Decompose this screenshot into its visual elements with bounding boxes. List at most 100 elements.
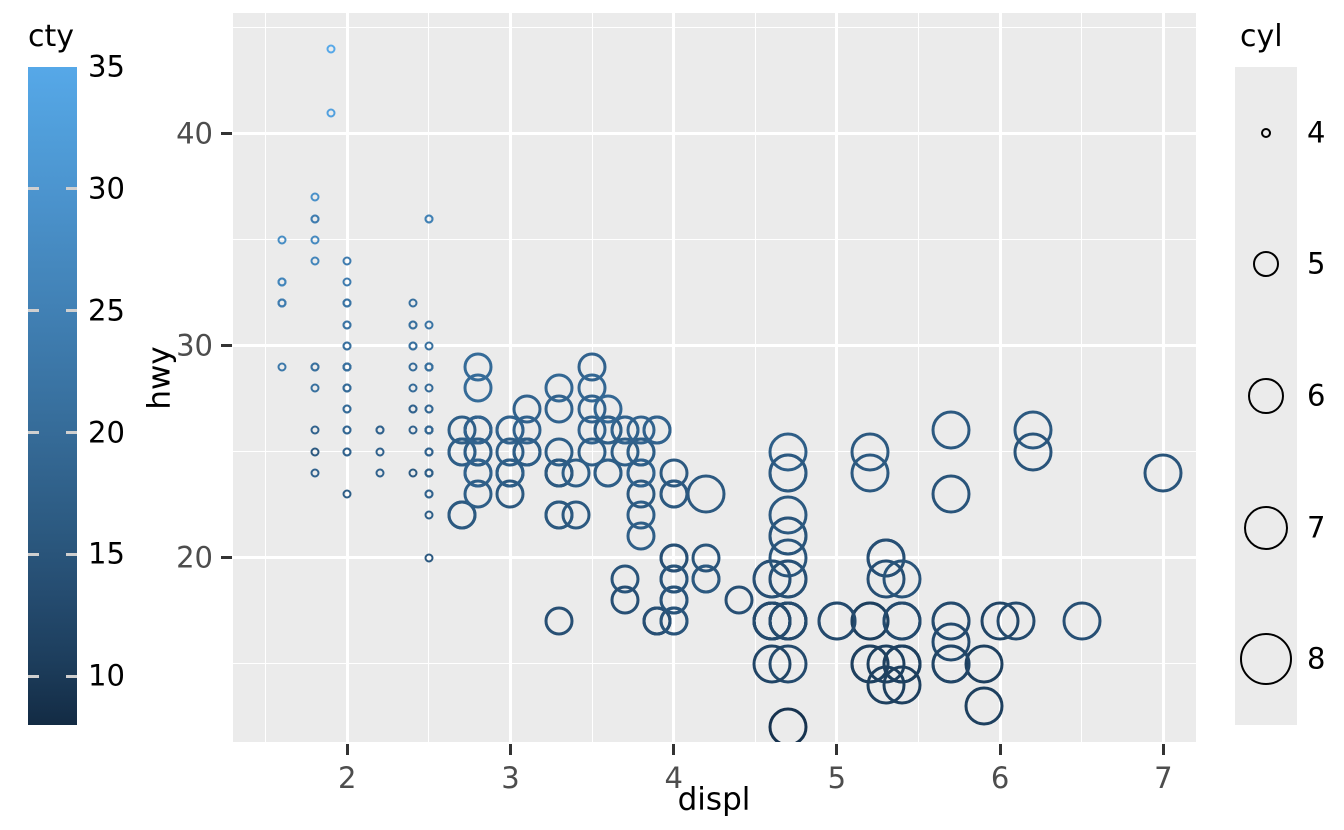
x-axis-tick-label: 3: [501, 761, 520, 795]
data-point: [495, 458, 525, 488]
data-point: [310, 362, 320, 372]
x-axis-tick-mark: [835, 744, 839, 755]
data-point: [342, 341, 352, 351]
minor-gridline: [754, 13, 756, 742]
data-point: [375, 425, 385, 435]
data-point: [424, 383, 434, 393]
data-point: [931, 601, 971, 641]
data-point: [768, 495, 808, 535]
cyl-legend-key-label: 4: [1307, 115, 1326, 150]
minor-gridline: [1081, 13, 1083, 742]
cyl-legend-keys: [1235, 67, 1297, 725]
data-point: [544, 606, 574, 636]
minor-gridline: [233, 663, 1196, 665]
data-point: [724, 585, 754, 615]
data-point: [1143, 453, 1183, 493]
colorbar-tick-label: 30: [88, 171, 125, 206]
data-point: [408, 425, 418, 435]
data-point: [342, 320, 352, 330]
data-point: [768, 707, 808, 742]
major-gridline: [345, 13, 349, 742]
data-point: [463, 373, 493, 403]
y-axis-tick-label: 20: [176, 540, 213, 575]
y-axis-label: hwy: [141, 346, 178, 410]
data-point: [424, 320, 434, 330]
colorbar-tick-mark: [28, 309, 39, 313]
data-point: [342, 362, 352, 372]
x-axis-label: displ: [677, 781, 751, 818]
data-point: [610, 585, 640, 615]
colorbar-tick-mark: [66, 309, 77, 313]
data-point: [408, 404, 418, 414]
data-point: [768, 453, 808, 493]
colorbar-tick-mark: [66, 552, 77, 556]
data-point: [310, 214, 320, 224]
data-point: [561, 500, 591, 530]
plot-panel-area: [233, 13, 1196, 742]
data-point: [882, 644, 922, 684]
data-point: [882, 559, 922, 599]
data-point: [768, 601, 808, 641]
data-point: [424, 447, 434, 457]
data-point: [659, 564, 689, 594]
data-point: [1062, 601, 1102, 641]
data-point: [626, 521, 656, 551]
data-point: [326, 108, 336, 118]
x-axis-tick-mark: [672, 744, 676, 755]
data-point: [561, 458, 591, 488]
y-axis-tick-mark: [221, 556, 232, 560]
x-axis-tick-mark: [345, 744, 349, 755]
cty-colorbar-wrap: [28, 67, 77, 725]
data-point: [424, 362, 434, 372]
data-point: [375, 468, 385, 478]
data-point: [463, 415, 493, 445]
cyl-size-legend: cyl 4 5 6 7 8: [1222, 0, 1344, 780]
data-point: [375, 447, 385, 457]
cty-color-legend: cty 35 30 25 20 15 10: [0, 0, 200, 780]
major-gridline: [233, 132, 1196, 136]
data-point: [277, 277, 287, 287]
data-point: [310, 192, 320, 202]
data-point: [424, 214, 434, 224]
colorbar-tick-label: 10: [88, 658, 125, 693]
data-point: [642, 415, 672, 445]
colorbar-tick-mark: [66, 431, 77, 435]
data-point: [768, 538, 808, 578]
data-point: [424, 510, 434, 520]
minor-gridline: [265, 13, 267, 742]
data-point: [277, 298, 287, 308]
data-point: [593, 394, 623, 424]
major-gridline: [835, 13, 839, 742]
data-point: [463, 479, 493, 509]
data-point: [342, 298, 352, 308]
data-point: [310, 468, 320, 478]
colorbar-tick-mark: [28, 674, 39, 678]
cty-colorbar: [28, 67, 77, 725]
colorbar-tick-label: 20: [88, 415, 125, 450]
x-axis-tick-label: 7: [1154, 761, 1173, 795]
data-point: [691, 543, 721, 573]
plot-panel: [233, 13, 1196, 742]
colorbar-tick-mark: [28, 552, 39, 556]
y-axis-tick-label: 30: [176, 328, 213, 363]
cyl-legend-key-label: 7: [1307, 510, 1326, 545]
major-gridline: [672, 13, 676, 742]
colorbar-tick-mark: [28, 187, 39, 191]
x-axis-tick-label: 4: [664, 761, 683, 795]
cyl-legend-title: cyl: [1240, 19, 1283, 54]
minor-gridline: [918, 13, 920, 742]
data-point: [310, 383, 320, 393]
data-point: [544, 394, 574, 424]
data-point: [310, 447, 320, 457]
y-axis-tick-mark: [221, 344, 232, 348]
colorbar-tick-label: 25: [88, 293, 125, 328]
data-point: [424, 425, 434, 435]
major-gridline: [1161, 13, 1165, 742]
major-gridline: [998, 13, 1002, 742]
data-point: [342, 425, 352, 435]
data-point: [424, 489, 434, 499]
major-gridline: [233, 344, 1196, 348]
colorbar-tick-mark: [28, 431, 39, 435]
data-point: [931, 644, 971, 684]
cty-legend-title: cty: [28, 19, 75, 54]
